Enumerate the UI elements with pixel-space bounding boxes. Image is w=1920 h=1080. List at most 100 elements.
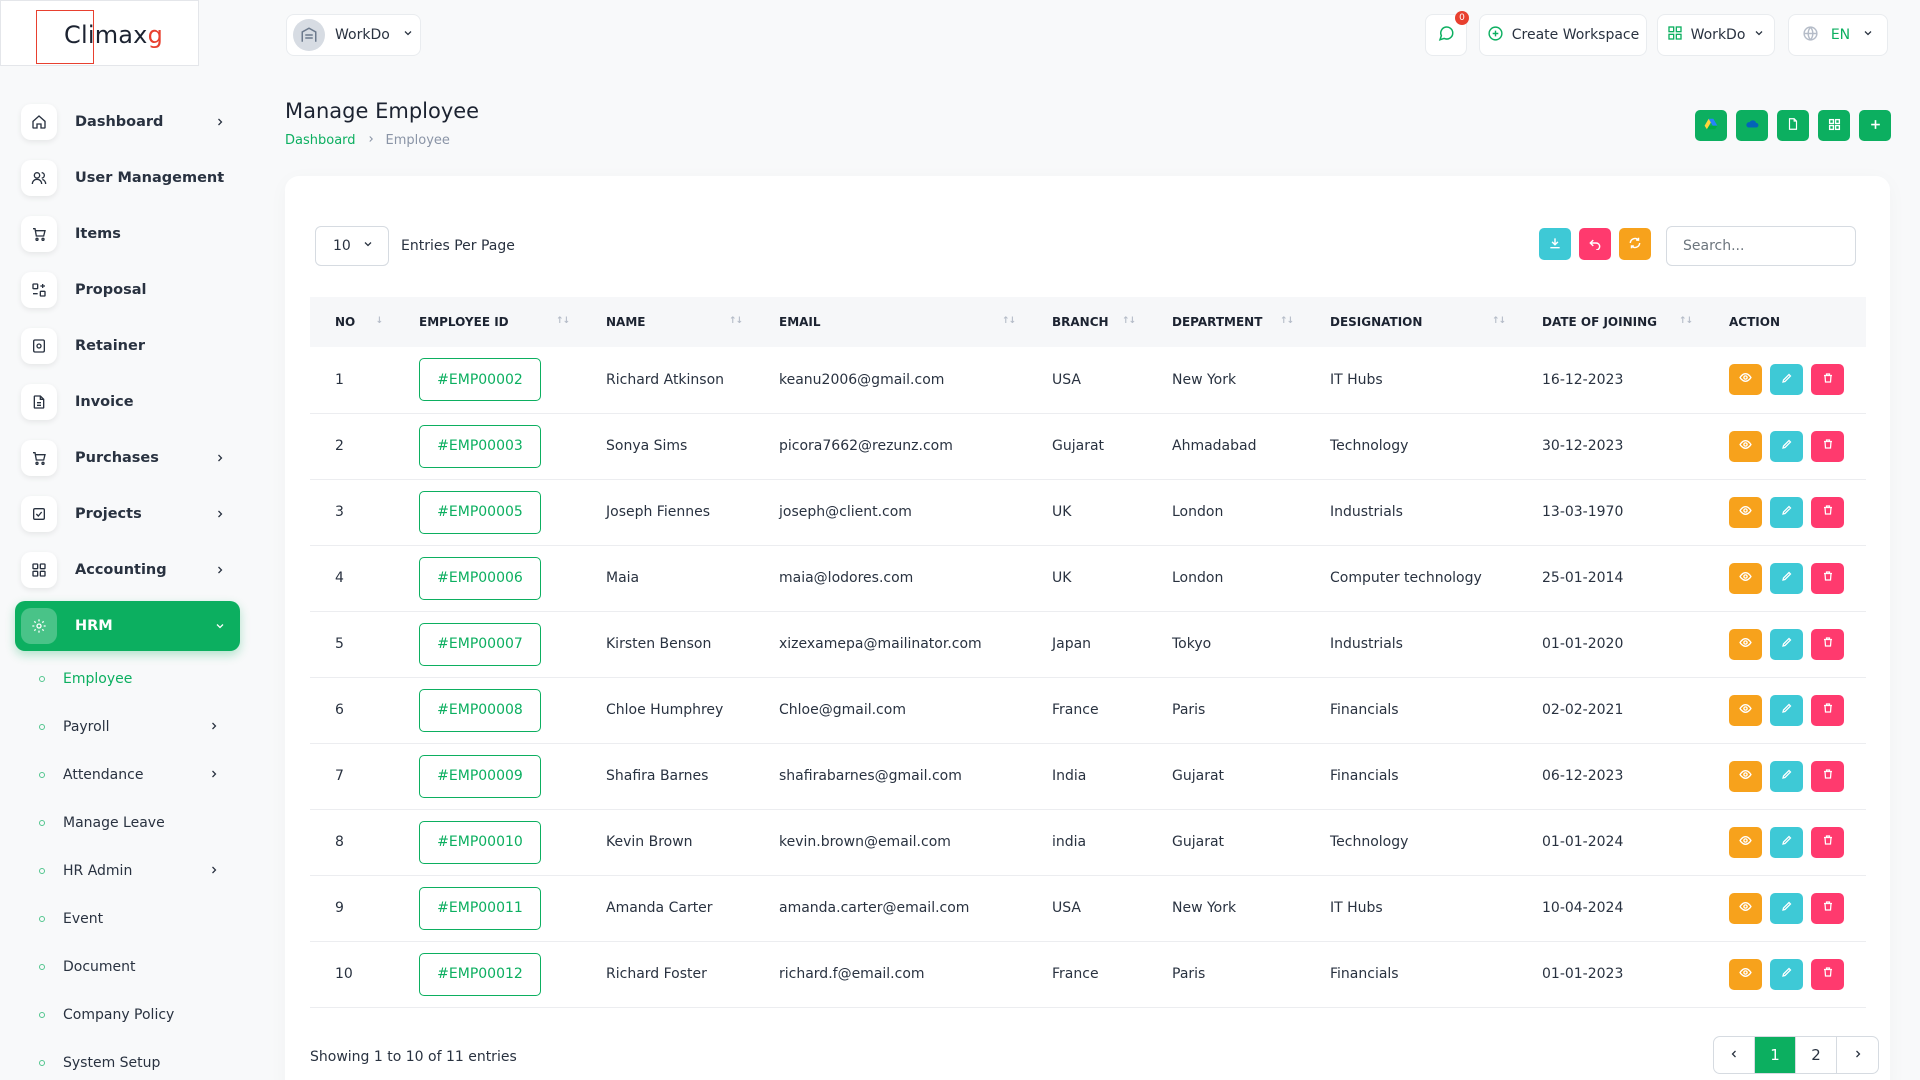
column-header-designation[interactable]: DESIGNATION ↑↓: [1330, 315, 1506, 329]
submenu-item-company-policy[interactable]: Company Policy: [15, 991, 240, 1039]
download-button[interactable]: [1539, 228, 1571, 260]
employee-id-link[interactable]: #EMP00006: [419, 556, 541, 600]
view-button[interactable]: [1729, 562, 1762, 594]
cell-designation: Financials: [1330, 966, 1399, 982]
view-button[interactable]: [1729, 892, 1762, 924]
view-button[interactable]: [1729, 826, 1762, 858]
employee-id-link[interactable]: #EMP00003: [419, 424, 541, 468]
create-workspace-button[interactable]: Create Workspace: [1479, 14, 1647, 56]
search-input[interactable]: [1666, 226, 1856, 266]
submenu-item-employee[interactable]: Employee: [15, 655, 240, 703]
edit-button[interactable]: [1770, 562, 1803, 594]
view-button[interactable]: [1729, 430, 1762, 462]
view-button[interactable]: [1729, 760, 1762, 792]
delete-button[interactable]: [1811, 430, 1844, 462]
submenu-item-hr-admin[interactable]: HR Admin: [15, 847, 240, 895]
column-header-branch[interactable]: BRANCH ↑↓: [1052, 315, 1136, 329]
hrm-submenu: Employee Payroll Attendance Manage Leave…: [15, 655, 240, 1080]
edit-button[interactable]: [1770, 892, 1803, 924]
column-header-date-of-joining[interactable]: DATE OF JOINING ↑↓: [1542, 315, 1693, 329]
prev-page-button[interactable]: [1714, 1037, 1755, 1073]
sidebar-item-user-management[interactable]: User Management: [15, 150, 240, 206]
sidebar-item-invoice[interactable]: Invoice: [15, 374, 240, 430]
edit-button[interactable]: [1770, 628, 1803, 660]
add-employee-button[interactable]: [1859, 110, 1891, 141]
submenu-item-payroll[interactable]: Payroll: [15, 703, 240, 751]
edit-button[interactable]: [1770, 760, 1803, 792]
delete-button[interactable]: [1811, 892, 1844, 924]
employee-id-link[interactable]: #EMP00009: [419, 754, 541, 798]
submenu-item-event[interactable]: Event: [15, 895, 240, 943]
page-1-button[interactable]: 1: [1755, 1037, 1796, 1073]
sidebar-item-dashboard[interactable]: Dashboard: [15, 94, 240, 150]
column-header-email[interactable]: EMAIL ↑↓: [779, 315, 1016, 329]
view-button[interactable]: [1729, 496, 1762, 528]
per-page-select[interactable]: 10: [315, 226, 389, 266]
delete-button[interactable]: [1811, 562, 1844, 594]
employee-id-link[interactable]: #EMP00007: [419, 622, 541, 666]
column-header-no[interactable]: NO ↓: [335, 315, 383, 329]
breadcrumb-link-dashboard[interactable]: Dashboard: [285, 133, 356, 148]
trash-icon: [1822, 636, 1834, 652]
employee-id-link[interactable]: #EMP00008: [419, 688, 541, 732]
employee-id-link[interactable]: #EMP00005: [419, 490, 541, 534]
edit-button[interactable]: [1770, 958, 1803, 990]
sidebar-item-hrm[interactable]: HRM: [15, 601, 240, 651]
table-row: 3 #EMP00005 Joseph Fiennes joseph@client.co…: [310, 479, 1866, 545]
reset-button[interactable]: [1579, 228, 1611, 260]
sidebar-item-label: Accounting: [75, 562, 167, 578]
submenu-item-document[interactable]: Document: [15, 943, 240, 991]
submenu-item-attendance[interactable]: Attendance: [15, 751, 240, 799]
edit-button[interactable]: [1770, 430, 1803, 462]
employee-id-link[interactable]: #EMP00011: [419, 886, 541, 930]
view-button[interactable]: [1729, 958, 1762, 990]
sidebar-item-purchases[interactable]: Purchases: [15, 430, 240, 486]
view-button[interactable]: [1729, 694, 1762, 726]
submenu-item-system-setup[interactable]: System Setup: [15, 1039, 240, 1080]
view-button[interactable]: [1729, 364, 1762, 396]
sidebar-item-projects[interactable]: Projects: [15, 486, 240, 542]
table-row: 4 #EMP00006 Maia maia@lodores.com UK London Co…: [310, 545, 1866, 611]
delete-button[interactable]: [1811, 628, 1844, 660]
next-page-button[interactable]: [1837, 1037, 1878, 1073]
sidebar-item-accounting[interactable]: Accounting: [15, 542, 240, 598]
reload-button[interactable]: [1619, 228, 1651, 260]
delete-button[interactable]: [1811, 826, 1844, 858]
cell-name: Richard Foster: [606, 966, 707, 982]
delete-button[interactable]: [1811, 496, 1844, 528]
delete-button[interactable]: [1811, 364, 1844, 396]
column-header-employee-id[interactable]: EMPLOYEE ID ↑↓: [419, 315, 570, 329]
breadcrumb-current: Employee: [385, 133, 450, 148]
onedrive-button[interactable]: [1736, 110, 1768, 141]
sidebar-item-items[interactable]: Items: [15, 206, 240, 262]
column-header-department[interactable]: DEPARTMENT ↑↓: [1172, 315, 1294, 329]
export-button[interactable]: [1777, 110, 1809, 141]
cell-date-of-joining: 25-01-2014: [1542, 570, 1624, 586]
language-selector[interactable]: EN: [1788, 14, 1888, 56]
column-header-name[interactable]: NAME ↑↓: [606, 315, 743, 329]
delete-button[interactable]: [1811, 760, 1844, 792]
sidebar-item-retainer[interactable]: Retainer: [15, 318, 240, 374]
cell-department: Gujarat: [1172, 834, 1225, 850]
cell-department: Gujarat: [1172, 768, 1225, 784]
workspace-selector[interactable]: WorkDo: [286, 14, 421, 56]
submenu-item-manage-leave[interactable]: Manage Leave: [15, 799, 240, 847]
employee-id-link[interactable]: #EMP00010: [419, 820, 541, 864]
chat-button[interactable]: 0: [1425, 11, 1469, 56]
edit-button[interactable]: [1770, 694, 1803, 726]
page-2-button[interactable]: 2: [1796, 1037, 1837, 1073]
table-row: 7 #EMP00009 Shafira Barnes shafirabarnes@gm…: [310, 743, 1866, 809]
workspace-switch-button[interactable]: WorkDo: [1657, 14, 1775, 56]
employee-id-link[interactable]: #EMP00012: [419, 952, 541, 996]
edit-button[interactable]: [1770, 496, 1803, 528]
edit-button[interactable]: [1770, 364, 1803, 396]
view-button[interactable]: [1729, 628, 1762, 660]
sidebar-item-proposal[interactable]: Proposal: [15, 262, 240, 318]
edit-button[interactable]: [1770, 826, 1803, 858]
delete-button[interactable]: [1811, 694, 1844, 726]
delete-button[interactable]: [1811, 958, 1844, 990]
logo[interactable]: Climaxg: [0, 0, 199, 66]
employee-id-link[interactable]: #EMP00002: [419, 358, 541, 402]
grid-view-button[interactable]: [1818, 110, 1850, 141]
google-drive-button[interactable]: [1695, 110, 1727, 141]
